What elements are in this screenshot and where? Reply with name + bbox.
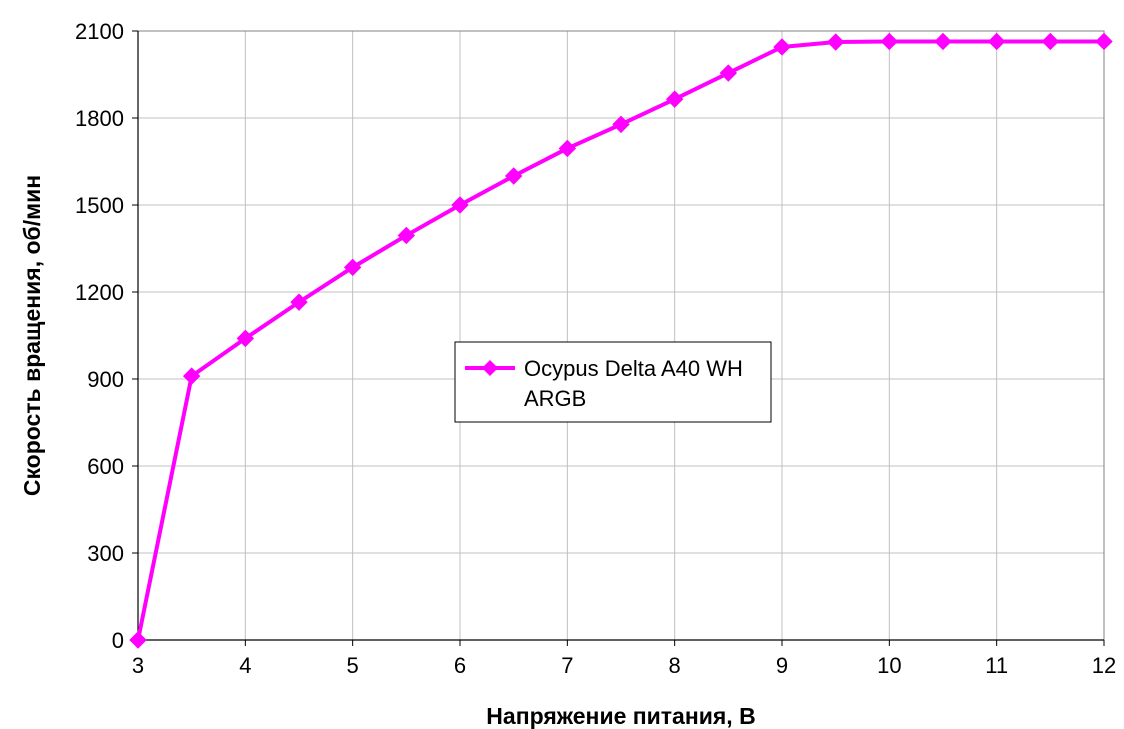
legend-series-name-line-1: Ocypus Delta A40 WH xyxy=(524,356,743,381)
legend: Ocypus Delta A40 WH ARGB xyxy=(454,341,772,423)
data-point-marker xyxy=(1041,32,1060,51)
data-point-marker xyxy=(719,64,738,82)
y-axis-title: Скорость вращения, об/мин xyxy=(19,175,45,496)
y-tick-label: 300 xyxy=(87,541,124,566)
data-point-marker xyxy=(612,115,630,134)
y-tick-label: 1800 xyxy=(75,106,124,131)
y-tick-label: 0 xyxy=(112,628,124,653)
data-point-marker xyxy=(451,196,469,214)
y-tick-label: 1200 xyxy=(75,280,124,305)
x-tick-label: 9 xyxy=(776,653,788,678)
data-point-marker xyxy=(1095,32,1113,51)
data-point-marker xyxy=(504,167,523,185)
x-tick-label: 4 xyxy=(239,653,251,678)
series-layer xyxy=(129,32,1113,649)
legend-series-name-line-2: ARGB xyxy=(524,386,586,411)
legend-series-marker xyxy=(482,360,498,376)
x-tick-label: 8 xyxy=(669,653,681,678)
data-point-marker xyxy=(880,32,899,51)
data-point-marker xyxy=(826,33,845,51)
x-tick-label: 5 xyxy=(347,653,359,678)
data-point-marker xyxy=(934,32,952,51)
data-point-marker xyxy=(343,258,362,277)
data-point-marker xyxy=(182,367,201,385)
x-tick-label: 11 xyxy=(985,653,1008,678)
y-tick-label: 1500 xyxy=(75,193,124,218)
data-point-marker xyxy=(558,139,577,158)
x-tick-labels: 3 4 5 6 7 8 9 10 11 12 xyxy=(132,653,1116,678)
x-tick-label: 6 xyxy=(454,653,466,678)
grid-lines xyxy=(138,30,1105,640)
x-tick-label: 7 xyxy=(561,653,573,678)
y-tick-label: 900 xyxy=(87,367,124,392)
y-tick-labels: 0 300 600 900 1200 1500 1800 2100 xyxy=(75,19,124,653)
x-axis-title: Напряжение питания, В xyxy=(486,703,755,729)
x-tick-label: 10 xyxy=(877,653,901,678)
data-point-marker xyxy=(665,90,684,108)
data-point-marker xyxy=(397,226,416,245)
x-tick-label: 3 xyxy=(132,653,144,678)
data-point-marker xyxy=(129,631,147,649)
y-tick-label: 600 xyxy=(87,454,124,479)
data-point-marker xyxy=(987,32,1006,51)
y-tick-label: 2100 xyxy=(75,19,124,44)
data-point-marker xyxy=(773,38,791,56)
data-point-marker xyxy=(236,329,255,348)
data-point-marker xyxy=(290,293,308,311)
legend-box xyxy=(454,341,772,423)
x-tick-label: 12 xyxy=(1092,653,1116,678)
